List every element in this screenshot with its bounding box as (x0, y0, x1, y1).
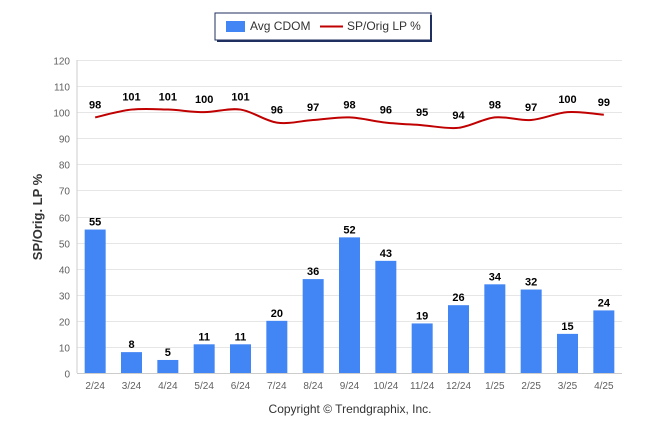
bar[interactable] (266, 320, 288, 373)
x-tick-label: 3/24 (122, 381, 142, 392)
x-tick-label: 12/24 (446, 381, 471, 392)
bar-data-label: 36 (307, 266, 319, 278)
line-data-label: 97 (525, 102, 537, 114)
bar-data-label: 43 (380, 248, 392, 260)
bar[interactable] (302, 279, 324, 373)
x-axis: 2/24 3/24 4/24 5/24 6/24 7/24 8/24 9/24 10/24 11/… (77, 373, 622, 392)
x-tick-label: 11/24 (410, 381, 435, 392)
y-axis: 0 10 20 30 40 50 60 70 80 90 100 110 120 (53, 57, 78, 381)
line-data-label: 101 (231, 92, 249, 104)
bar-data-label: 55 (89, 217, 101, 229)
bar[interactable] (557, 333, 578, 373)
bar[interactable] (375, 260, 397, 373)
legend[interactable]: Avg CDOM SP/Orig LP % (214, 12, 432, 42)
line-data-labels: 98 101 101 100 101 96 97 98 96 95 94 98 97 100 99 (89, 92, 610, 122)
line-data-label: 100 (558, 94, 576, 106)
line-data-label: 101 (122, 92, 140, 104)
y-tick-label: 40 (59, 266, 71, 277)
x-tick-label: 2/25 (521, 381, 541, 392)
line-data-label: 98 (489, 99, 501, 111)
y-axis-title: SP/Orig. LP % (30, 173, 45, 260)
bar[interactable] (230, 344, 251, 373)
x-tick-label: 6/24 (231, 381, 251, 392)
bar[interactable] (411, 323, 433, 373)
legend-bar-swatch (226, 21, 245, 32)
line-data-label: 94 (452, 110, 465, 122)
line-data-label: 96 (380, 105, 392, 117)
bar[interactable] (448, 305, 469, 373)
y-tick-label: 0 (64, 370, 70, 381)
line-data-label: 96 (271, 105, 283, 117)
x-tick-label: 4/24 (158, 381, 178, 392)
line-series (94, 107, 604, 130)
x-tick-label: 1/25 (485, 381, 505, 392)
bar-data-label: 11 (235, 331, 247, 343)
bar-data-label: 19 (416, 310, 428, 322)
x-tick-label: 7/24 (267, 381, 287, 392)
bar[interactable] (484, 284, 506, 373)
bar-data-labels: 55 8 5 11 11 20 36 52 43 19 26 34 32 15 24 (89, 217, 611, 359)
y-tick-label: 110 (54, 83, 70, 94)
line-data-label: 98 (343, 99, 355, 111)
y-tick-label: 70 (59, 187, 71, 198)
line-data-label: 97 (307, 102, 319, 114)
line-data-label: 95 (416, 107, 428, 119)
y-tick-label: 20 (59, 318, 71, 329)
bar[interactable] (339, 237, 360, 373)
y-tick-label: 120 (53, 57, 70, 68)
copyright-text: Copyright © Trendgraphix, Inc. (269, 402, 432, 416)
y-tick-label: 100 (53, 109, 70, 120)
y-tick-label: 50 (59, 240, 71, 251)
y-tick-label: 60 (59, 214, 71, 225)
y-tick-label: 30 (59, 292, 71, 303)
y-tick-label: 90 (59, 135, 71, 146)
bar-data-label: 5 (165, 347, 171, 359)
bar[interactable] (520, 289, 542, 373)
bar-data-label: 24 (598, 297, 611, 309)
y-tick-label: 10 (59, 344, 71, 355)
legend-line-label: SP/Orig LP % (347, 19, 421, 33)
x-tick-label: 2/24 (85, 381, 105, 392)
bar[interactable] (84, 229, 106, 373)
line-data-label: 100 (195, 94, 213, 106)
bar-series (84, 229, 615, 373)
bar-data-label: 26 (452, 292, 464, 304)
bar-data-label: 32 (525, 277, 537, 289)
x-tick-label: 10/24 (373, 381, 398, 392)
bar-data-label: 20 (271, 308, 283, 320)
y-tick-label: 80 (59, 161, 71, 172)
x-tick-label: 3/25 (558, 381, 578, 392)
bar[interactable] (157, 359, 179, 373)
x-tick-label: 5/24 (194, 381, 214, 392)
bar[interactable] (121, 352, 142, 373)
line-path[interactable] (94, 107, 604, 130)
bar[interactable] (193, 344, 215, 373)
legend-bar-label: Avg CDOM (250, 19, 310, 33)
bar-data-label: 34 (489, 271, 502, 283)
line-data-label: 99 (598, 97, 610, 109)
bar-data-label: 52 (343, 224, 355, 236)
bar-data-label: 11 (198, 331, 210, 343)
x-tick-label: 9/24 (340, 381, 360, 392)
x-tick-label: 4/25 (594, 381, 614, 392)
bar[interactable] (593, 310, 615, 373)
x-tick-label: 8/24 (303, 381, 323, 392)
line-data-label: 98 (89, 99, 101, 111)
line-data-label: 101 (159, 92, 177, 104)
bar-data-label: 15 (561, 321, 573, 333)
bar-data-label: 8 (128, 339, 134, 351)
